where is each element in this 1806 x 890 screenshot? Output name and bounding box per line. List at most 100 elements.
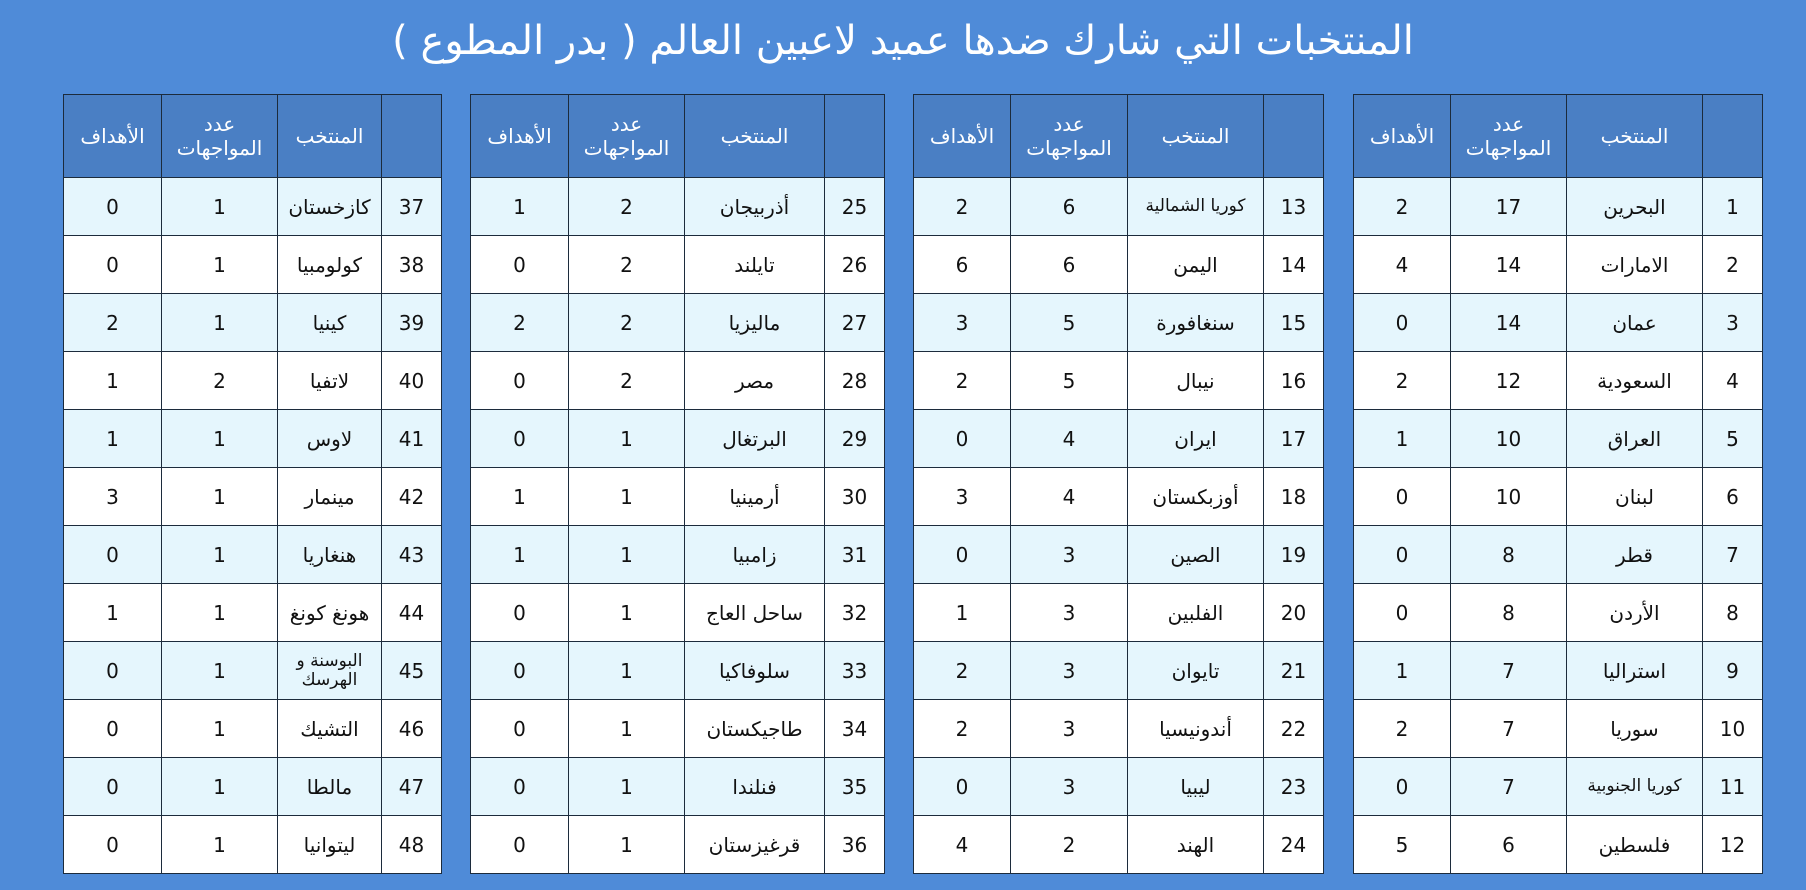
team-cell: لاتفيا <box>277 351 382 410</box>
team-cell: أذربيجان <box>684 177 825 236</box>
rank-cell: 22 <box>1263 699 1324 758</box>
goals-cell: 0 <box>63 699 162 758</box>
goals-cell: 0 <box>63 815 162 874</box>
rank-cell: 12 <box>1702 815 1763 874</box>
rank-cell: 31 <box>824 525 885 584</box>
matches-cell: 6 <box>1010 235 1128 294</box>
matches-cell: 1 <box>568 409 685 468</box>
team-cell: نيبال <box>1127 351 1264 410</box>
goals-cell: 4 <box>1353 235 1451 294</box>
matches-cell: 7 <box>1450 699 1567 758</box>
team-cell: طاجيكستان <box>684 699 825 758</box>
matches-cell: 1 <box>161 757 278 816</box>
table-row: 48 ليتوانيا 1 0 <box>63 815 442 874</box>
goals-cell: 0 <box>63 177 162 236</box>
matches-cell: 4 <box>1010 467 1128 526</box>
goals-cell: 2 <box>1353 177 1451 236</box>
table-row: 32 ساحل العاج 1 0 <box>470 583 885 642</box>
rank-cell: 48 <box>381 815 442 874</box>
team-cell: سلوفاكيا <box>684 641 825 700</box>
goals-cell: 1 <box>1353 641 1451 700</box>
rank-cell: 26 <box>824 235 885 294</box>
rank-cell: 6 <box>1702 467 1763 526</box>
team-cell: كولومبيا <box>277 235 382 294</box>
table-row: 35 فنلندا 1 0 <box>470 757 885 816</box>
matches-cell: 6 <box>1010 177 1128 236</box>
table-row: 28 مصر 2 0 <box>470 351 885 410</box>
matches-cell: 1 <box>161 815 278 874</box>
table-row: 9 استراليا 7 1 <box>1353 641 1763 700</box>
team-cell: الصين <box>1127 525 1264 584</box>
matches-cell: 1 <box>568 815 685 874</box>
matches-cell: 2 <box>568 177 685 236</box>
header-row: المنتخب عدد المواجهات الأهداف <box>470 94 885 178</box>
goals-cell: 2 <box>913 641 1011 700</box>
team-cell: سنغافورة <box>1127 293 1264 352</box>
matches-cell: 1 <box>161 699 278 758</box>
goals-cell: 1 <box>63 583 162 642</box>
goals-cell: 6 <box>913 235 1011 294</box>
table-row: 22 أندونيسيا 3 2 <box>913 699 1324 758</box>
team-cell: ماليزيا <box>684 293 825 352</box>
rank-cell: 5 <box>1702 409 1763 468</box>
goals-cell: 0 <box>470 409 569 468</box>
team-cell: قطر <box>1566 525 1703 584</box>
table-row: 1 البحرين 17 2 <box>1353 177 1763 236</box>
goals-cell: 2 <box>1353 351 1451 410</box>
matches-cell: 4 <box>1010 409 1128 468</box>
header-cell: عدد المواجهات <box>568 94 685 178</box>
goals-cell: 0 <box>63 641 162 700</box>
team-cell: مينمار <box>277 467 382 526</box>
team-cell: كوريا الجنوبية <box>1566 757 1703 816</box>
table-row: 42 مينمار 1 3 <box>63 467 442 526</box>
goals-cell: 2 <box>913 351 1011 410</box>
table-row: 41 لاوس 1 1 <box>63 409 442 468</box>
matches-cell: 1 <box>161 525 278 584</box>
matches-cell: 5 <box>1010 351 1128 410</box>
ranking-table: المنتخب عدد المواجهات الأهداف 13 كوريا الشما… <box>913 94 1324 874</box>
table-row: 10 سوريا 7 2 <box>1353 699 1763 758</box>
rank-cell: 25 <box>824 177 885 236</box>
goals-cell: 0 <box>470 235 569 294</box>
rank-cell: 33 <box>824 641 885 700</box>
rank-cell: 8 <box>1702 583 1763 642</box>
team-cell: الأردن <box>1566 583 1703 642</box>
team-cell: مالطا <box>277 757 382 816</box>
table-row: 20 الفلبين 3 1 <box>913 583 1324 642</box>
rank-cell: 7 <box>1702 525 1763 584</box>
goals-cell: 1 <box>63 351 162 410</box>
table-row: 46 التشيك 1 0 <box>63 699 442 758</box>
team-cell: السعودية <box>1566 351 1703 410</box>
header-cell: عدد المواجهات <box>161 94 278 178</box>
table-row: 30 أرمينيا 1 1 <box>470 467 885 526</box>
matches-cell: 1 <box>161 293 278 352</box>
team-cell: البحرين <box>1566 177 1703 236</box>
rank-cell: 20 <box>1263 583 1324 642</box>
rank-cell: 2 <box>1702 235 1763 294</box>
team-cell: العراق <box>1566 409 1703 468</box>
rank-cell: 10 <box>1702 699 1763 758</box>
goals-cell: 2 <box>913 177 1011 236</box>
team-cell: زامبيا <box>684 525 825 584</box>
table-row: 31 زامبيا 1 1 <box>470 525 885 584</box>
goals-cell: 0 <box>1353 757 1451 816</box>
team-cell: كوريا الشمالية <box>1127 177 1264 236</box>
team-cell: الامارات <box>1566 235 1703 294</box>
table-row: 14 اليمن 6 6 <box>913 235 1324 294</box>
team-cell: قرغيزستان <box>684 815 825 874</box>
matches-cell: 2 <box>568 235 685 294</box>
goals-cell: 1 <box>470 525 569 584</box>
matches-cell: 2 <box>568 293 685 352</box>
team-cell: كازخستان <box>277 177 382 236</box>
matches-cell: 1 <box>568 525 685 584</box>
table-row: 38 كولومبيا 1 0 <box>63 235 442 294</box>
goals-cell: 1 <box>63 409 162 468</box>
team-cell: ليبيا <box>1127 757 1264 816</box>
table-row: 2 الامارات 14 4 <box>1353 235 1763 294</box>
goals-cell: 1 <box>470 467 569 526</box>
team-cell: ايران <box>1127 409 1264 468</box>
team-cell: البرتغال <box>684 409 825 468</box>
table-row: 15 سنغافورة 5 3 <box>913 293 1324 352</box>
goals-cell: 1 <box>913 583 1011 642</box>
header-cell: عدد المواجهات <box>1450 94 1567 178</box>
